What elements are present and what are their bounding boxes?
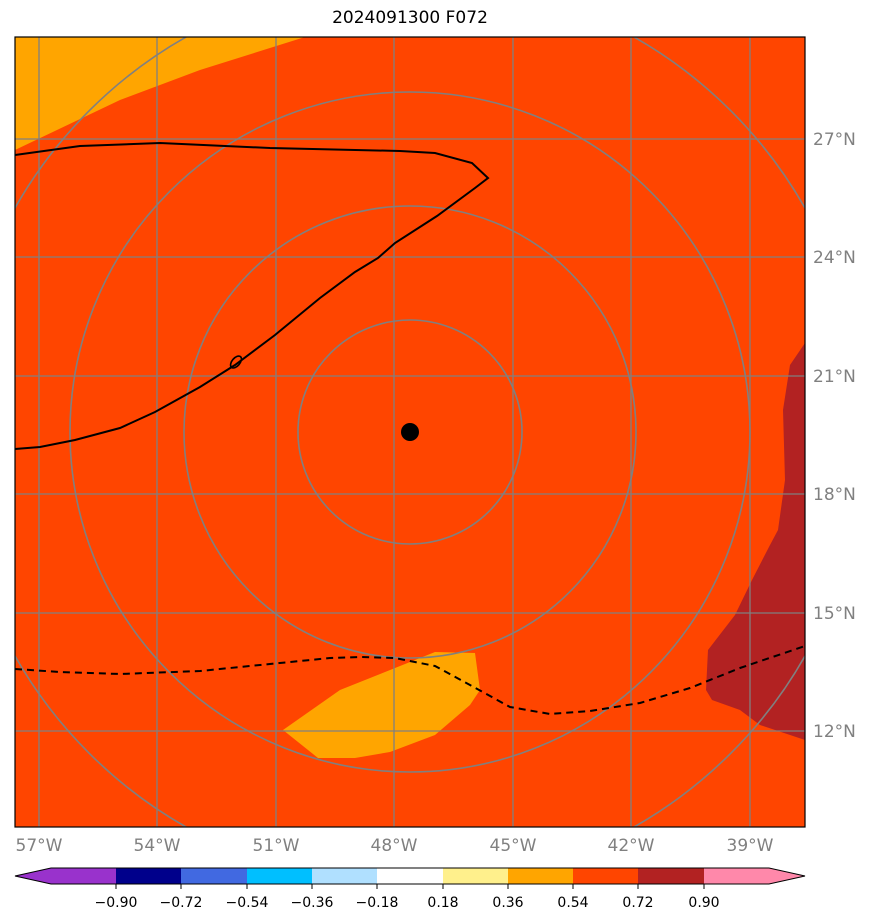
lon-label-51w: 51°W xyxy=(253,836,300,856)
colorbar-outline xyxy=(14,867,806,885)
colorbar-tick-label: −0.18 xyxy=(356,895,399,911)
colorbar-tick-labels: −0.90 −0.72 −0.54 −0.36 −0.18 0.18 0.36 … xyxy=(95,895,720,911)
lat-label-18: 18°N xyxy=(813,485,856,505)
colorbar-segment-4 xyxy=(247,868,312,884)
colorbar-segment-6 xyxy=(377,868,443,884)
colorbar-tick-label: −0.90 xyxy=(95,895,138,911)
colorbar-tick-label: 0.90 xyxy=(688,895,719,911)
graticule xyxy=(15,37,805,827)
colorbar-tick-label: −0.72 xyxy=(160,895,203,911)
colorbar-tick-label: 0.54 xyxy=(557,895,588,911)
colorbar-segment-2 xyxy=(116,868,181,884)
colorbar-segment-7 xyxy=(443,868,508,884)
colorbar-tick-label: 0.18 xyxy=(427,895,458,911)
storm-center-marker xyxy=(401,423,419,441)
colorbar-segment-11 xyxy=(704,868,769,884)
solid-contour-line xyxy=(15,141,490,450)
lon-label-45w: 45°W xyxy=(490,836,537,856)
map-plot-area xyxy=(15,37,805,827)
lon-label-48w: 48°W xyxy=(371,836,418,856)
lon-label-42w: 42°W xyxy=(608,836,655,856)
lat-label-24: 24°N xyxy=(813,248,856,268)
colorbar-segment-1 xyxy=(51,868,116,884)
plot-frame xyxy=(14,36,806,828)
colorbar-segment-10 xyxy=(638,868,704,884)
colorbar-extend-min xyxy=(15,868,51,884)
lon-label-57w: 57°W xyxy=(16,836,63,856)
colorbar-segment-9 xyxy=(573,868,638,884)
colorbar-tick-label: −0.54 xyxy=(226,895,269,911)
colorbar-ticks xyxy=(115,884,705,889)
range-rings xyxy=(15,37,805,827)
lat-label-21: 21°N xyxy=(813,367,856,387)
colorbar: −0.90 −0.72 −0.54 −0.36 −0.18 0.18 0.36 … xyxy=(14,867,806,911)
colorbar-tick-label: −0.36 xyxy=(291,895,334,911)
field-low-region-north xyxy=(15,37,305,150)
colorbar-segment-3 xyxy=(181,868,247,884)
colorbar-tick-label: 0.72 xyxy=(622,895,653,911)
dashed-contour-line xyxy=(15,645,805,716)
lon-label-39w: 39°W xyxy=(727,836,774,856)
latitude-labels: 12°N 15°N 18°N 21°N 24°N 27°N xyxy=(813,130,856,742)
lat-label-15: 15°N xyxy=(813,604,856,624)
colorbar-tick-label: 0.36 xyxy=(492,895,523,911)
small-closed-contour xyxy=(229,355,243,369)
field-high-region-east xyxy=(706,343,805,740)
map-title: 2024091300 F072 xyxy=(332,8,488,28)
longitude-labels: 57°W 54°W 51°W 48°W 45°W 42°W 39°W xyxy=(16,836,774,856)
lat-label-12: 12°N xyxy=(813,722,856,742)
colorbar-segment-5 xyxy=(312,868,377,884)
colorbar-segment-8 xyxy=(508,868,573,884)
colorbar-extend-max xyxy=(769,868,805,884)
lon-label-54w: 54°W xyxy=(134,836,181,856)
lat-label-27: 27°N xyxy=(813,130,856,150)
